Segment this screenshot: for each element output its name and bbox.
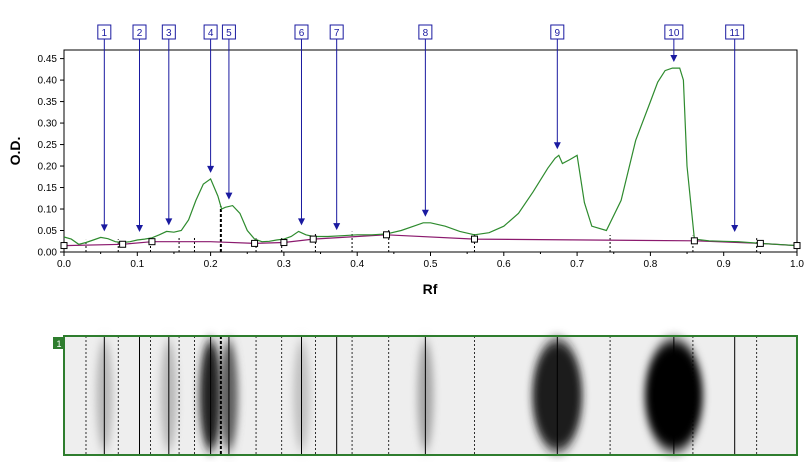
baseline-marker <box>60 242 68 250</box>
peak-label-6: 6 <box>294 24 309 226</box>
peak-number: 2 <box>137 28 143 39</box>
y-tick-label: 0.25 <box>38 140 58 151</box>
lane-background <box>64 336 797 455</box>
peak-number: 9 <box>555 28 561 39</box>
lane-lines <box>85 336 758 455</box>
baseline-marker <box>309 235 317 243</box>
peak-number: 10 <box>668 28 680 39</box>
peak-arrow-head <box>165 218 173 226</box>
peak-arrow-head <box>421 209 429 217</box>
y-tick-label: 0.35 <box>38 97 58 108</box>
y-axis-ticks: 0.00 0.05 0.10 0.15 0.20 0.25 0.30 0.35 0.40 0.45 <box>38 54 64 259</box>
y-tick-label: 0.20 <box>38 162 58 173</box>
x-axis-ticks: 0.0 0.1 0.2 0.3 0.4 0.5 0.6 0.7 0.8 0.9 1.0 <box>57 252 804 270</box>
peak-label-2: 2 <box>132 24 147 232</box>
peak-number: 4 <box>208 28 214 39</box>
y-tick-label: 0.45 <box>38 54 58 65</box>
peak-label-11: 11 <box>725 24 745 232</box>
lane-band <box>532 340 583 451</box>
baseline-marker <box>280 239 288 247</box>
x-tick-label: 1.0 <box>790 259 804 270</box>
lane-number: 1 <box>56 339 61 349</box>
peak-label-3: 3 <box>161 24 176 226</box>
peak-arrow-head <box>225 192 233 200</box>
baseline-marker <box>148 238 156 246</box>
baseline-marker <box>756 239 764 247</box>
y-tick-label: 0.15 <box>38 183 58 194</box>
lane-band <box>644 340 703 451</box>
peak-arrow-head <box>333 223 341 231</box>
lane-band <box>160 340 177 451</box>
baseline-marker <box>793 242 801 250</box>
peak-number: 1 <box>102 28 108 39</box>
peak-number: 7 <box>334 28 340 39</box>
peak-label-4: 4 <box>203 24 218 173</box>
peak-number: 5 <box>226 28 232 39</box>
baseline-markers <box>60 231 801 250</box>
x-tick-label: 0.3 <box>277 259 291 270</box>
peak-arrow-head <box>670 55 678 63</box>
baseline-marker <box>690 237 698 245</box>
x-tick-label: 0.7 <box>570 259 584 270</box>
peak-label-10: 10 <box>664 24 684 63</box>
densitometry-chart: 0.0 0.1 0.2 0.3 0.4 0.5 0.6 0.7 0.8 0.9 1.0 0.000.… <box>7 24 804 297</box>
x-tick-label: 0.1 <box>130 259 144 270</box>
y-tick-label: 0.05 <box>38 226 58 237</box>
y-axis-title: O.D. <box>7 137 23 166</box>
peak-arrow-head <box>297 218 305 226</box>
profile-series <box>63 67 798 247</box>
x-tick-label: 0.9 <box>717 259 731 270</box>
lane-tag <box>53 337 65 349</box>
lane-band <box>96 340 113 451</box>
lane-band <box>219 340 238 451</box>
peak-arrow-head <box>135 225 143 232</box>
x-tick-label: 0.2 <box>204 259 218 270</box>
lane-band <box>199 340 222 451</box>
x-tick-label: 0.4 <box>350 259 364 270</box>
lane-bands <box>96 340 703 451</box>
peak-label-7: 7 <box>329 24 344 231</box>
peak-arrow-head <box>553 142 561 150</box>
plot-frame <box>63 49 798 253</box>
y-tick-label: 0.40 <box>38 76 58 87</box>
peak-label-8: 8 <box>418 24 433 217</box>
peak-number: 8 <box>423 28 429 39</box>
peak-label-5: 5 <box>221 24 236 200</box>
x-tick-label: 0.8 <box>643 259 657 270</box>
x-tick-label: 0.6 <box>497 259 511 270</box>
x-tick-label: 0.5 <box>424 259 438 270</box>
peak-annotations: 1 2 3 4 5 6 7 8 9 10 11 <box>97 24 745 232</box>
lane-band <box>293 340 310 451</box>
lane-border <box>63 335 798 456</box>
peak-label-1: 1 <box>97 24 112 232</box>
y-tick-label: 0.30 <box>38 119 58 130</box>
x-axis-title: Rf <box>423 281 438 297</box>
peak-arrow-head <box>100 224 108 232</box>
y-tick-label: 0.00 <box>38 248 58 259</box>
profile-line <box>63 67 798 247</box>
peak-number: 6 <box>299 28 305 39</box>
y-tick-label: 0.10 <box>38 205 58 216</box>
lane-band <box>417 340 434 451</box>
baseline-marker <box>251 239 259 247</box>
peak-number: 11 <box>729 28 740 39</box>
baseline-marker <box>470 235 478 243</box>
peak-label-9: 9 <box>550 24 565 150</box>
peak-arrow-head <box>731 225 739 232</box>
baseline-marker <box>119 240 127 248</box>
x-tick-label: 0.0 <box>57 259 71 270</box>
peak-arrow-head <box>207 165 215 173</box>
baseline-marker <box>383 231 391 239</box>
peak-number: 3 <box>166 28 172 39</box>
